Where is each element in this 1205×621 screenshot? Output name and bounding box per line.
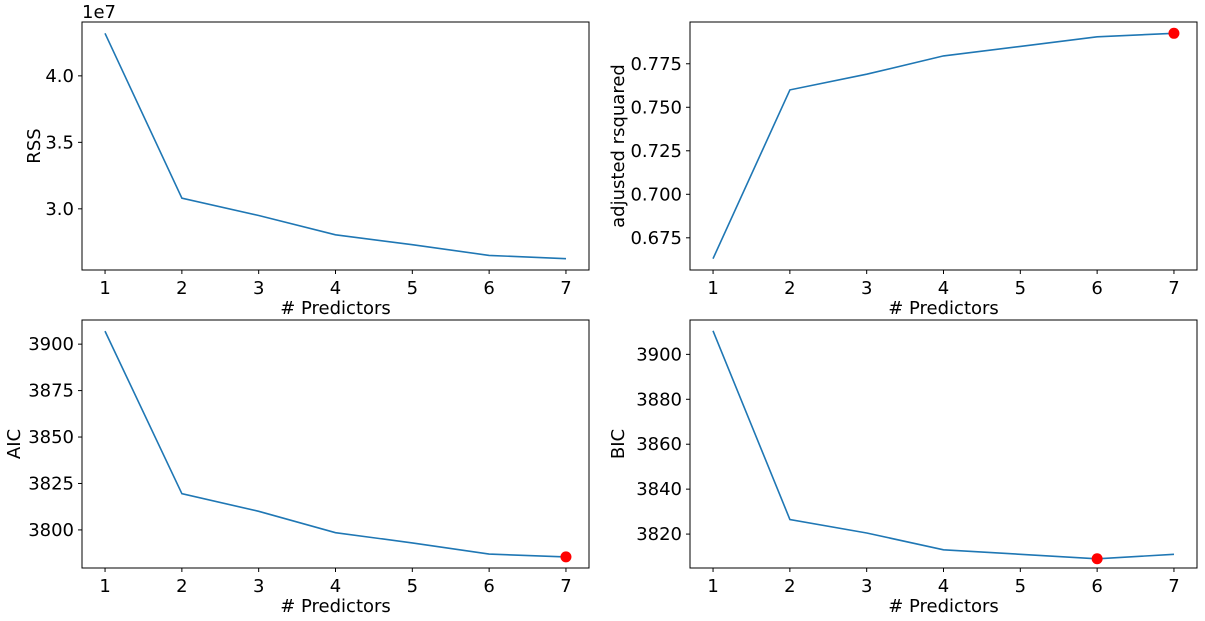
rss-plot-area (104, 32, 567, 260)
bic-y-tick-label: 3860 (636, 434, 682, 455)
rss-x-tick-label: 3 (253, 278, 264, 299)
aic-y-tick-label: 3875 (28, 381, 74, 402)
aic-y-axis-label: AIC (4, 429, 25, 459)
adjusted-rsquared-y-tick-label: 0.750 (630, 97, 682, 118)
aic-x-tick-label: 5 (407, 576, 418, 597)
rss-x-tick-label: 2 (176, 278, 187, 299)
rss-axes-frame (81, 21, 590, 271)
adjusted-rsquared-y-tick-label: 0.700 (630, 184, 682, 205)
aic-x-tick-label: 1 (99, 576, 110, 597)
adjusted-rsquared-x-tick-label: 6 (1091, 278, 1102, 299)
rss-y-tick-label: 3.5 (45, 132, 74, 153)
rss-x-tick-label: 6 (483, 278, 494, 299)
bic-axes-frame (689, 319, 1198, 569)
adjusted-rsquared-x-axis: 1 2 3 4 5 6 7 (707, 270, 1180, 299)
bic-x-axis-label: # Predictors (888, 596, 999, 617)
aic-x-tick-label: 6 (483, 576, 494, 597)
adjusted-rsquared-x-tick-label: 5 (1015, 278, 1026, 299)
bic-y-axis: 3820 3840 3860 3880 3900 (636, 344, 690, 545)
bic-x-tick-label: 4 (938, 576, 949, 597)
bic-y-tick-label: 3840 (636, 479, 682, 500)
rss-x-tick-label: 7 (560, 278, 571, 299)
adjusted-rsquared-y-tick-label: 0.675 (630, 228, 682, 249)
bic-plot-area (712, 330, 1175, 565)
adjusted-rsquared-optimum-marker (1168, 27, 1180, 39)
rss-x-tick-label: 1 (99, 278, 110, 299)
bic-x-tick-label: 3 (861, 576, 872, 597)
adjusted-rsquared-y-axis: 0.675 0.700 0.725 0.750 0.775 (630, 54, 690, 249)
rss-y-axis-label: RSS (24, 128, 45, 163)
bic-x-tick-label: 6 (1091, 576, 1102, 597)
rss-y-tick-label: 3.0 (45, 199, 74, 220)
rss-offset-label: 1e7 (82, 2, 116, 23)
bic-panel: 1 2 3 4 5 6 7 3820 3840 3860 3880 3900 # Predictor… (608, 319, 1198, 617)
adjusted-rsquared-x-axis-label: # Predictors (888, 298, 999, 319)
rss-x-axis: 1 2 3 4 5 6 7 (99, 270, 572, 299)
rss-panel: 1 2 3 4 5 6 7 3.0 3.5 4.0 # Predictors RSS 1e7 (24, 2, 590, 319)
adjusted-rsquared-y-tick-label: 0.775 (630, 54, 682, 75)
bic-y-tick-label: 3900 (636, 344, 682, 365)
aic-x-axis: 1 2 3 4 5 6 7 (99, 568, 572, 597)
adjusted-rsquared-axes-frame (689, 21, 1198, 271)
aic-y-tick-label: 3850 (28, 427, 74, 448)
rss-x-tick-label: 4 (330, 278, 341, 299)
adjusted-rsquared-plot-area (712, 27, 1180, 260)
adjusted-rsquared-y-tick-label: 0.725 (630, 141, 682, 162)
adjusted-rsquared-panel: 1 2 3 4 5 6 7 0.675 0.700 0.725 0.750 0.775 # Pred… (608, 21, 1198, 319)
adjusted-rsquared-series-line (712, 32, 1175, 260)
adjusted-rsquared-x-tick-label: 3 (861, 278, 872, 299)
bic-y-tick-label: 3820 (636, 524, 682, 545)
bic-y-tick-label: 3880 (636, 389, 682, 410)
bic-x-tick-label: 7 (1168, 576, 1179, 597)
bic-optimum-marker (1091, 553, 1103, 565)
aic-y-tick-label: 3900 (28, 334, 74, 355)
bic-y-axis-label: BIC (608, 429, 629, 459)
aic-y-tick-label: 3825 (28, 473, 74, 494)
aic-axes-frame (81, 319, 590, 569)
bic-x-axis: 1 2 3 4 5 6 7 (707, 568, 1180, 597)
adjusted-rsquared-y-axis-label: adjusted rsquared (608, 64, 629, 228)
adjusted-rsquared-x-tick-label: 2 (784, 278, 795, 299)
aic-y-axis: 3800 3825 3850 3875 3900 (28, 334, 82, 541)
aic-plot-area (104, 330, 572, 563)
aic-y-tick-label: 3800 (28, 520, 74, 541)
bic-x-tick-label: 1 (707, 576, 718, 597)
rss-x-axis-label: # Predictors (280, 298, 391, 319)
rss-x-tick-label: 5 (407, 278, 418, 299)
adjusted-rsquared-x-tick-label: 4 (938, 278, 949, 299)
bic-series-line (712, 330, 1175, 560)
aic-series-line (104, 330, 567, 558)
bic-x-tick-label: 5 (1015, 576, 1026, 597)
bic-x-tick-label: 2 (784, 576, 795, 597)
aic-panel: 1 2 3 4 5 6 7 3800 3825 3850 3875 3900 # Predictor… (4, 319, 590, 617)
rss-y-axis: 3.0 3.5 4.0 (45, 66, 82, 220)
aic-x-tick-label: 2 (176, 576, 187, 597)
adjusted-rsquared-x-tick-label: 1 (707, 278, 718, 299)
rss-series-line (104, 32, 567, 260)
aic-x-tick-label: 7 (560, 576, 571, 597)
aic-x-tick-label: 4 (330, 576, 341, 597)
rss-y-tick-label: 4.0 (45, 66, 74, 87)
adjusted-rsquared-x-tick-label: 7 (1168, 278, 1179, 299)
aic-x-axis-label: # Predictors (280, 596, 391, 617)
aic-x-tick-label: 3 (253, 576, 264, 597)
aic-optimum-marker (560, 551, 572, 563)
